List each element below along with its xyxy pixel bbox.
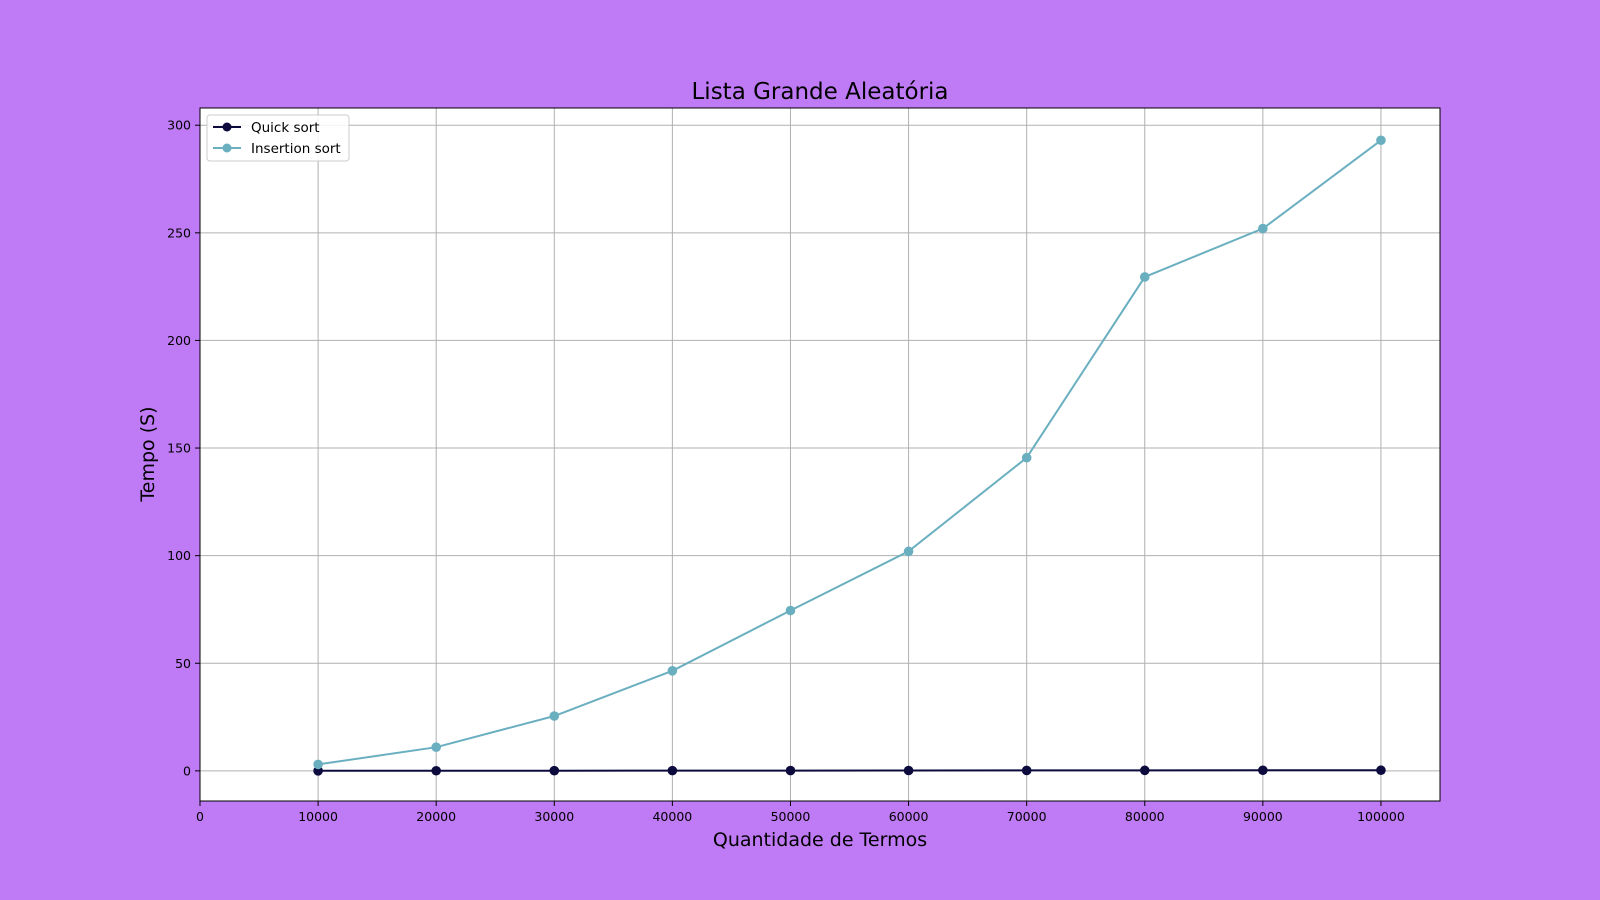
data-point-insertion-sort (785, 605, 796, 616)
chart-title: Lista Grande Aleatória (691, 79, 948, 105)
y-axis-ticks: 0 50 100 150 200 250 300 (167, 118, 200, 778)
legend-marker-insertion-sort (222, 143, 232, 153)
x-tick-label: 70000 (1007, 809, 1047, 824)
data-point-insertion-sort (903, 546, 914, 557)
x-tick-label: 50000 (771, 809, 811, 824)
series-line-quick-sort (318, 769, 1382, 772)
plot-area (200, 108, 1440, 801)
x-tick-label: 90000 (1243, 809, 1283, 824)
y-tick-label: 150 (167, 441, 191, 456)
data-point-quick-sort (1021, 765, 1032, 776)
data-point-insertion-sort (313, 759, 323, 770)
data-point-insertion-sort (667, 665, 678, 676)
data-point-quick-sort (1139, 765, 1150, 776)
data-point-quick-sort (667, 765, 678, 776)
data-point-quick-sort (785, 765, 796, 776)
data-point-quick-sort (903, 765, 914, 776)
series-layer (313, 135, 1386, 776)
data-point-quick-sort (549, 765, 560, 776)
x-tick-label: 60000 (889, 809, 929, 824)
y-axis-label: Tempo (S) (137, 406, 159, 502)
y-tick-label: 300 (167, 118, 191, 133)
legend-marker-quick-sort (222, 122, 232, 132)
x-tick-label: 30000 (534, 809, 574, 824)
x-tick-label: 0 (196, 809, 204, 824)
plot-frame (199, 107, 1441, 802)
x-tick-label: 10000 (298, 809, 338, 824)
x-tick-label: 100000 (1357, 809, 1405, 824)
y-tick-label: 50 (175, 656, 191, 671)
data-point-insertion-sort (549, 711, 560, 721)
series-line-insertion-sort (317, 139, 1382, 766)
x-axis-ticks: 0 10000 20000 30000 40000 50000 60000 70000 8000… (196, 801, 1405, 824)
legend-label-insertion-sort: Insertion sort (251, 141, 341, 157)
data-point-insertion-sort (1258, 223, 1268, 234)
x-axis-label: Quantidade de Termos (713, 829, 927, 851)
data-point-insertion-sort (1376, 135, 1386, 146)
data-point-insertion-sort (1139, 272, 1150, 282)
legend: Quick sort Insertion sort (206, 114, 350, 162)
y-tick-label: 200 (167, 333, 191, 348)
x-tick-label: 40000 (652, 809, 692, 824)
y-tick-label: 250 (167, 225, 191, 240)
x-tick-label: 20000 (416, 809, 456, 824)
y-tick-label: 0 (183, 763, 191, 778)
data-point-insertion-sort (431, 742, 441, 752)
x-tick-label: 80000 (1125, 809, 1165, 824)
data-point-quick-sort (1258, 765, 1268, 776)
legend-box (206, 114, 350, 162)
y-tick-label: 100 (167, 548, 191, 563)
legend-label-quick-sort: Quick sort (251, 120, 320, 136)
data-point-quick-sort (1376, 765, 1386, 776)
data-point-quick-sort (431, 765, 441, 776)
data-point-insertion-sort (1021, 452, 1032, 463)
